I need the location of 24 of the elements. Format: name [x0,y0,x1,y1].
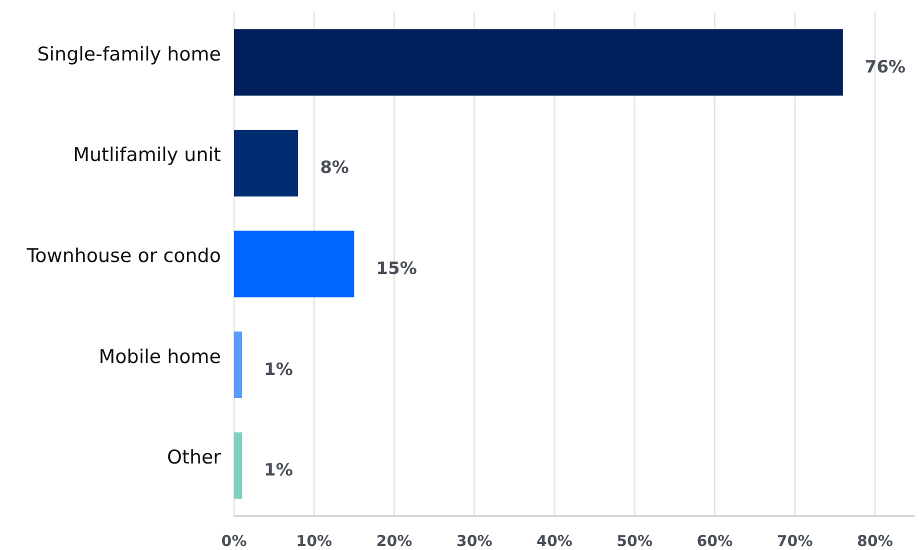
data-label: 15% [376,259,417,279]
x-tick-label: 50% [616,532,653,550]
x-tick-label: 20% [376,532,412,550]
x-tick-label: 0% [221,532,247,550]
x-tick-label: 80% [856,532,893,550]
bar [234,29,843,96]
data-label: 8% [320,158,349,178]
y-tick-label: Mobile home [98,346,221,368]
y-tick-label: Single-family home [37,43,221,66]
bar [234,432,242,499]
bar [234,130,298,196]
data-label: 1% [264,460,293,481]
x-tick-label: 40% [536,532,572,550]
y-tick-label: Townhouse or condo [26,245,221,267]
bar [234,332,242,398]
data-label: 1% [264,360,293,380]
bar [234,230,354,298]
x-tick-label: 30% [456,532,492,550]
x-tick-label: 70% [776,532,813,550]
x-tick-label: 10% [296,532,332,550]
x-tick-label: 60% [696,532,733,550]
data-label: 76% [864,57,906,78]
y-tick-label: Mutlifamily unit [73,144,221,166]
y-tick-label: Other [167,446,222,469]
